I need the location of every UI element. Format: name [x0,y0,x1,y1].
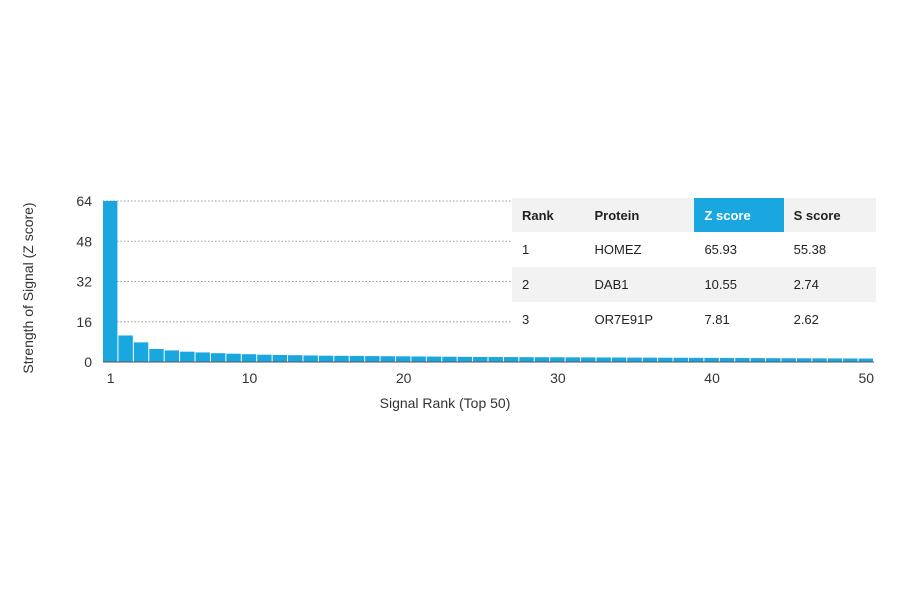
cell-z-score: 65.93 [704,242,737,257]
y-axis-label: Strength of Signal (Z score) [20,202,36,373]
bar [349,355,365,362]
bar [180,351,195,362]
x-tick-label: 1 [107,370,115,386]
y-tick-labels: 0 16 32 48 64 [76,193,92,370]
bar [796,358,812,362]
bar [257,354,272,362]
bar [133,342,149,362]
bar [688,357,704,362]
bar [550,357,565,362]
bar [581,357,596,362]
header-s-score: S score [783,198,876,232]
bar [164,350,180,362]
cell-protein: HOMEZ [594,242,642,257]
cell-rank: 3 [522,312,530,327]
cell-s-score: 2.62 [793,312,819,327]
bar [473,356,488,362]
bar [272,354,288,362]
bar [149,348,164,362]
bar [596,357,611,362]
bar [226,353,241,362]
bar [658,357,673,362]
bar [210,353,226,362]
bar [611,357,627,362]
bar [411,356,426,362]
y-tick-label: 64 [76,193,92,209]
bar [303,355,318,362]
bar [457,356,473,362]
x-tick-label: 50 [859,370,875,386]
bar [704,357,719,362]
table-row: 2 DAB1 10.55 2.74 [512,267,876,302]
cell-rank: 2 [512,267,585,302]
header-protein: Protein [584,198,695,232]
table-header-row: Rank Protein Z score S score [512,198,876,232]
cell-z-score: 7.81 [704,312,730,327]
bar [442,356,457,362]
bar [735,358,750,362]
bar [288,355,303,362]
top-signals-table: Rank Protein Z score S score 1 HOMEZ 65.… [512,198,876,337]
bar [318,355,334,362]
y-tick-label: 32 [76,274,92,290]
bar [642,357,658,362]
cell-z-score: 10.55 [694,267,784,302]
x-tick-label: 40 [704,370,720,386]
bar [241,354,257,362]
x-tick-label: 20 [396,370,412,386]
bars [103,201,873,362]
bar [503,357,519,362]
bar [565,357,581,362]
x-tick-labels: 1 10 20 30 40 50 [107,370,874,386]
table-row: 3 OR7E91P 7.81 2.62 [512,302,876,337]
x-axis-label: Signal Rank (Top 50) [380,395,511,411]
header-rank: Rank [512,198,585,232]
cell-s-score: 55.38 [793,242,827,257]
bar [118,335,133,362]
bar [365,356,380,362]
y-tick-label: 0 [84,354,92,370]
bar [750,358,766,362]
bar [534,357,550,362]
bar [719,357,735,362]
bar [488,357,503,362]
bar [519,357,534,362]
bar [627,357,642,362]
bar [103,201,118,362]
bar [858,358,873,362]
table-row: 1 HOMEZ 65.93 55.38 [512,232,876,267]
y-tick-label: 48 [76,233,92,249]
cell-s-score: 2.74 [783,267,876,302]
bar [827,358,843,362]
bar [812,358,827,362]
bar [334,355,349,362]
bar [426,356,442,362]
cell-rank: 1 [522,242,530,257]
bar [843,358,858,362]
bar [380,356,395,362]
cell-protein: OR7E91P [594,312,654,327]
y-tick-label: 16 [76,314,92,330]
bar [195,352,210,362]
cell-protein: DAB1 [584,267,695,302]
header-z-score: Z score [694,198,784,232]
x-tick-label: 30 [550,370,566,386]
bar [673,357,688,362]
bar [781,358,796,362]
bar [766,358,781,362]
bar [395,356,411,362]
x-tick-label: 10 [242,370,258,386]
gridlines [103,200,512,323]
